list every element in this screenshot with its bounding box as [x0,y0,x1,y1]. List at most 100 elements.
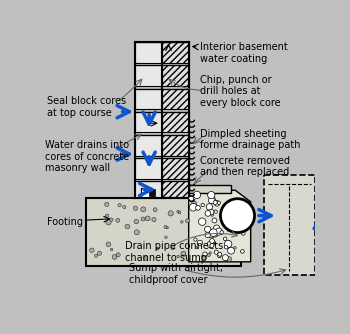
Circle shape [134,230,139,235]
Circle shape [105,214,109,218]
Text: Seal block cores
at top course: Seal block cores at top course [47,96,126,118]
Circle shape [203,252,207,256]
Circle shape [214,225,220,231]
Circle shape [116,253,120,257]
Circle shape [205,226,211,232]
Circle shape [110,248,113,251]
Circle shape [201,255,206,260]
Circle shape [90,248,94,253]
Circle shape [197,240,203,245]
Text: Footing: Footing [47,217,83,227]
Circle shape [208,191,215,199]
Circle shape [215,228,223,235]
Circle shape [217,201,220,204]
Circle shape [228,247,234,254]
Circle shape [214,250,218,254]
Bar [162,181,189,202]
Circle shape [189,196,194,201]
Circle shape [193,191,201,198]
Circle shape [116,218,120,222]
Circle shape [209,241,215,246]
Bar [135,158,162,179]
Text: Concrete removed
and then replaced: Concrete removed and then replaced [200,156,290,177]
Circle shape [194,238,197,241]
Circle shape [207,254,210,257]
Circle shape [145,216,150,221]
Circle shape [205,232,210,237]
Circle shape [141,217,145,221]
Circle shape [118,203,121,207]
Circle shape [110,218,113,221]
Circle shape [196,246,198,249]
Circle shape [205,210,211,216]
Circle shape [201,203,204,207]
Circle shape [224,245,228,249]
Circle shape [231,199,237,205]
Bar [162,112,189,133]
Circle shape [241,231,245,235]
Circle shape [198,218,206,225]
Circle shape [214,210,217,213]
Circle shape [220,199,254,232]
Bar [162,42,189,63]
Circle shape [211,213,214,216]
Circle shape [178,211,181,214]
Circle shape [209,252,211,254]
Circle shape [181,221,183,223]
Circle shape [191,201,197,206]
Circle shape [112,255,117,260]
Circle shape [177,255,180,258]
Circle shape [236,221,242,228]
Circle shape [106,220,111,225]
Circle shape [230,213,236,219]
Circle shape [240,249,244,253]
Bar [141,188,152,197]
Bar [135,112,162,133]
Circle shape [94,254,98,257]
Circle shape [223,219,231,227]
Bar [135,89,162,109]
Circle shape [210,238,215,243]
Circle shape [208,232,214,238]
Circle shape [196,205,200,210]
Bar [162,135,189,156]
Circle shape [106,242,111,246]
Circle shape [152,217,156,222]
Circle shape [133,206,138,210]
Circle shape [212,218,217,223]
Bar [135,181,162,202]
Bar [162,89,189,109]
Circle shape [222,255,228,261]
Circle shape [181,251,186,256]
Circle shape [218,254,221,258]
Circle shape [218,252,222,256]
Circle shape [177,210,180,213]
Circle shape [212,198,215,201]
Circle shape [220,231,224,234]
Bar [86,198,242,266]
Circle shape [134,219,139,224]
Circle shape [227,228,230,231]
Circle shape [186,219,189,223]
Circle shape [223,237,227,240]
Circle shape [224,206,229,211]
Circle shape [141,207,146,212]
Circle shape [123,205,126,209]
Circle shape [97,251,102,255]
Circle shape [208,209,214,215]
Bar [135,65,162,86]
Text: Interior basement
water coating: Interior basement water coating [200,42,288,64]
Bar [162,158,189,179]
Bar [149,189,155,196]
Circle shape [166,226,168,229]
Text: Chip, punch or
drill holes at
every block core: Chip, punch or drill holes at every bloc… [200,75,281,108]
Circle shape [214,200,220,206]
Text: Water drains into
cores of concrete
masonry wall: Water drains into cores of concrete maso… [45,140,130,173]
Circle shape [206,212,210,216]
Circle shape [189,203,197,211]
Polygon shape [189,190,251,262]
Circle shape [207,241,214,248]
Circle shape [233,246,236,249]
Circle shape [143,256,148,261]
Circle shape [210,229,217,236]
